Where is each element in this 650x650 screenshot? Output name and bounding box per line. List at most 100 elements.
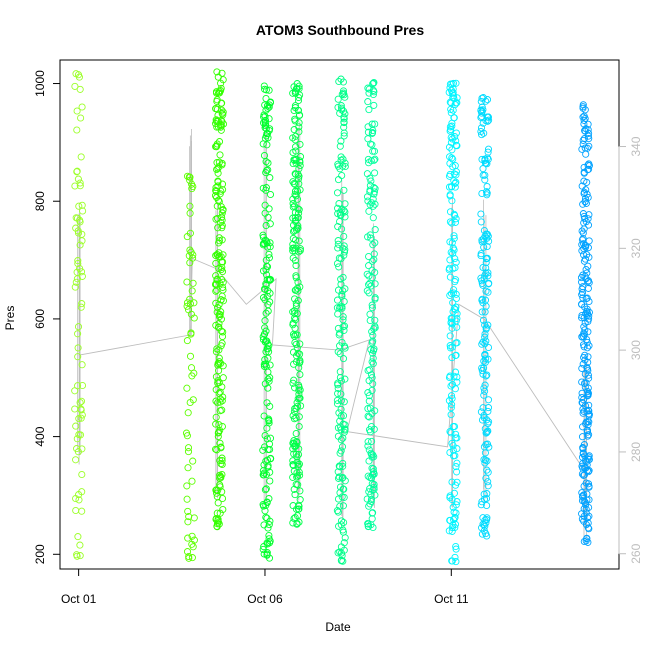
data-point	[73, 445, 81, 453]
data-point	[337, 377, 345, 385]
data-point	[290, 407, 298, 416]
data-point	[291, 295, 299, 303]
data-point	[189, 543, 197, 551]
data-point	[581, 383, 589, 391]
data-point	[371, 295, 379, 303]
data-point	[584, 519, 592, 527]
data-point	[446, 98, 454, 106]
data-point	[218, 292, 226, 300]
data-point	[291, 187, 300, 195]
data-point	[368, 301, 376, 309]
data-point	[364, 412, 372, 420]
data-point	[336, 350, 344, 358]
data-point	[370, 250, 378, 258]
data-point	[368, 450, 376, 459]
data-point	[214, 379, 222, 387]
data-point	[584, 284, 592, 292]
data-point	[578, 145, 586, 153]
data-point	[446, 372, 454, 380]
data-point	[261, 443, 269, 451]
data-point	[261, 236, 269, 244]
data-point	[183, 482, 191, 490]
data-point	[366, 310, 374, 318]
data-point	[448, 354, 456, 362]
data-point	[371, 407, 379, 415]
data-point	[364, 438, 372, 446]
data-point	[450, 246, 458, 254]
data-point	[336, 211, 344, 219]
data-point	[581, 498, 589, 506]
data-point	[218, 454, 226, 462]
data-point	[337, 556, 345, 564]
data-point	[482, 337, 490, 345]
data-point	[216, 279, 224, 288]
data-point	[482, 97, 490, 105]
data-point	[259, 335, 267, 344]
y2-tick-label: 280	[629, 442, 643, 462]
data-point	[369, 486, 377, 494]
data-point	[184, 518, 192, 526]
data-point	[449, 155, 457, 163]
data-point	[369, 241, 377, 249]
data-point	[214, 224, 222, 232]
data-point	[337, 280, 345, 288]
data-point	[215, 249, 223, 257]
data-point	[260, 151, 269, 160]
data-point	[335, 200, 343, 208]
data-point	[479, 514, 487, 522]
data-point	[370, 480, 378, 489]
data-point	[477, 97, 485, 106]
data-point	[217, 342, 225, 350]
data-point	[188, 287, 196, 295]
data-point	[335, 473, 343, 481]
data-point	[447, 429, 455, 437]
data-point	[369, 354, 377, 362]
data-point	[447, 138, 455, 147]
data-point	[484, 468, 492, 476]
data-point	[341, 285, 349, 293]
data-point	[217, 187, 225, 195]
y-tick-label: 400	[33, 426, 47, 446]
data-point	[366, 279, 374, 287]
data-point	[217, 327, 225, 335]
data-point	[364, 405, 372, 413]
data-point	[340, 123, 348, 131]
data-point	[186, 176, 194, 184]
data-point	[365, 262, 373, 270]
data-point	[340, 132, 348, 140]
data-point	[336, 548, 344, 556]
data-point	[217, 444, 225, 452]
data-point	[447, 133, 455, 142]
data-point	[585, 418, 593, 426]
data-point	[583, 426, 591, 435]
data-point	[447, 314, 455, 322]
data-point	[266, 220, 274, 228]
data-point	[266, 434, 275, 442]
data-point	[294, 450, 303, 459]
data-point	[477, 274, 485, 282]
data-point	[290, 440, 298, 448]
data-point	[479, 165, 487, 173]
data-point	[367, 234, 375, 242]
data-point	[296, 496, 304, 504]
data-point	[261, 85, 269, 93]
data-point	[452, 215, 460, 223]
y-axis-label: Pres	[3, 306, 17, 331]
data-point	[364, 128, 372, 136]
data-point	[291, 208, 299, 217]
data-point	[584, 161, 592, 169]
data-point	[218, 494, 227, 503]
data-point	[483, 501, 491, 510]
data-point	[186, 173, 194, 181]
data-point	[334, 95, 342, 103]
data-point	[340, 546, 348, 554]
data-point	[584, 120, 592, 128]
data-point	[340, 232, 348, 240]
data-point	[446, 342, 454, 350]
data-point	[584, 389, 592, 397]
data-point	[214, 377, 222, 385]
data-point	[72, 456, 80, 464]
data-point	[482, 474, 490, 482]
data-point	[74, 344, 82, 352]
data-point	[334, 549, 342, 557]
